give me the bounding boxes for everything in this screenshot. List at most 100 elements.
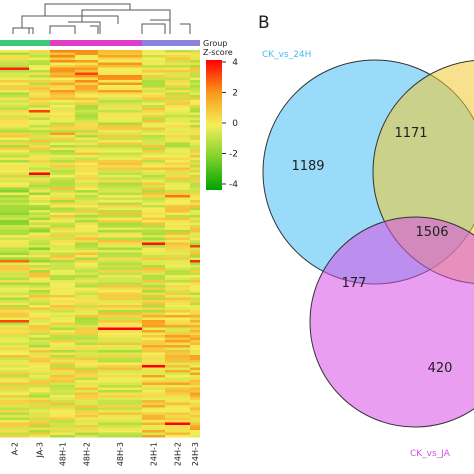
heatmap-cell xyxy=(142,282,165,286)
heatmap-cell xyxy=(190,62,200,66)
heatmap-cell xyxy=(0,85,29,88)
heatmap-cell xyxy=(0,297,29,301)
heatmap-cell xyxy=(142,195,165,198)
heatmap-cell xyxy=(0,320,29,323)
heatmap-cell xyxy=(98,75,142,78)
heatmap-cell xyxy=(0,70,29,73)
heatmap-cell xyxy=(0,220,29,223)
heatmap-cell xyxy=(190,350,200,353)
heatmap-cell xyxy=(50,295,75,298)
heatmap-cell xyxy=(98,327,142,331)
heatmap-cell xyxy=(165,345,190,348)
heatmap-cell xyxy=(98,57,142,61)
heatmap-cell xyxy=(165,302,190,306)
heatmap-cell xyxy=(142,200,165,203)
heatmap-cell xyxy=(0,192,29,196)
heatmap-cell xyxy=(190,105,200,108)
heatmap-cell xyxy=(50,155,75,158)
heatmap-cell xyxy=(75,405,98,408)
heatmap-cell xyxy=(75,132,98,136)
heatmap-cell xyxy=(50,375,75,378)
heatmap-cell xyxy=(98,405,142,408)
heatmap-cell xyxy=(165,297,190,301)
heatmap-cell xyxy=(75,242,98,246)
heatmap-cell xyxy=(75,350,98,353)
heatmap-cell xyxy=(190,432,200,436)
heatmap-cell xyxy=(98,65,142,68)
heatmap-cell xyxy=(190,367,200,371)
heatmap-cell xyxy=(75,300,98,303)
heatmap-cell xyxy=(98,157,142,161)
heatmap-cell xyxy=(190,362,200,366)
heatmap-cell xyxy=(0,170,29,173)
heatmap-cell xyxy=(75,247,98,251)
heatmap-cell xyxy=(29,335,50,338)
heatmap-cell xyxy=(190,97,200,101)
heatmap-cell xyxy=(190,330,200,333)
colorbar-gradient xyxy=(206,60,222,190)
heatmap-cell xyxy=(75,117,98,121)
heatmap-cell xyxy=(190,92,200,96)
heatmap-cell xyxy=(29,402,50,406)
heatmap-cell xyxy=(29,287,50,291)
heatmap-cell xyxy=(190,297,200,301)
heatmap-cell xyxy=(29,300,50,303)
heatmap-cell xyxy=(29,130,50,133)
heatmap-cell xyxy=(165,435,190,438)
heatmap-cell xyxy=(165,142,190,146)
heatmap-cell xyxy=(0,395,29,398)
heatmap-cell xyxy=(29,92,50,96)
heatmap-cell xyxy=(98,255,142,258)
heatmap-cell xyxy=(165,52,190,56)
heatmap-cell xyxy=(142,335,165,338)
heatmap-cell xyxy=(165,135,190,138)
heatmap-cell xyxy=(75,187,98,191)
heatmap-cell xyxy=(75,92,98,96)
heatmap-cell xyxy=(75,225,98,228)
heatmap-cell xyxy=(29,390,50,393)
heatmap-cell xyxy=(0,102,29,106)
heatmap-cell xyxy=(98,307,142,311)
heatmap-cell xyxy=(50,232,75,236)
heatmap-cell xyxy=(50,352,75,356)
heatmap-cell xyxy=(142,180,165,183)
heatmap-cell xyxy=(142,365,165,368)
heatmap-cell xyxy=(190,132,200,136)
heatmap-cell xyxy=(75,365,98,368)
heatmap-cell xyxy=(165,222,190,226)
heatmap-cell xyxy=(165,115,190,118)
heatmap-cell xyxy=(190,415,200,418)
heatmap-cell xyxy=(75,140,98,143)
heatmap-cell xyxy=(50,217,75,221)
heatmap-cell xyxy=(75,237,98,241)
heatmap-cell xyxy=(0,175,29,178)
heatmap-cell xyxy=(75,230,98,233)
heatmap-cell xyxy=(190,57,200,61)
heatmap-cell xyxy=(50,272,75,276)
heatmap-cell xyxy=(29,52,50,56)
heatmap-cell xyxy=(190,165,200,168)
heatmap-cell xyxy=(165,405,190,408)
heatmap-cell xyxy=(0,212,29,216)
zscore-colorbar: Z-score 4 2 0 -2 -4 xyxy=(203,48,238,190)
heatmap-cell xyxy=(98,207,142,211)
heatmap-cell xyxy=(50,140,75,143)
heatmap-cell xyxy=(0,240,29,243)
heatmap-cell xyxy=(50,200,75,203)
heatmap-cell xyxy=(29,260,50,263)
heatmap-cell xyxy=(0,362,29,366)
heatmap-cell xyxy=(75,107,98,111)
heatmap-cell xyxy=(142,167,165,171)
heatmap-cell xyxy=(50,390,75,393)
heatmap-cell xyxy=(50,95,75,98)
heatmap-cell xyxy=(142,182,165,186)
heatmap-cell xyxy=(50,260,75,263)
heatmap-cell xyxy=(50,365,75,368)
heatmap-cell xyxy=(165,280,190,283)
heatmap-cell xyxy=(98,317,142,321)
heatmap-cell xyxy=(75,360,98,363)
heatmap-cell xyxy=(190,395,200,398)
heatmap-cell xyxy=(98,97,142,101)
heatmap-cell xyxy=(165,427,190,431)
heatmap-cell xyxy=(165,272,190,276)
